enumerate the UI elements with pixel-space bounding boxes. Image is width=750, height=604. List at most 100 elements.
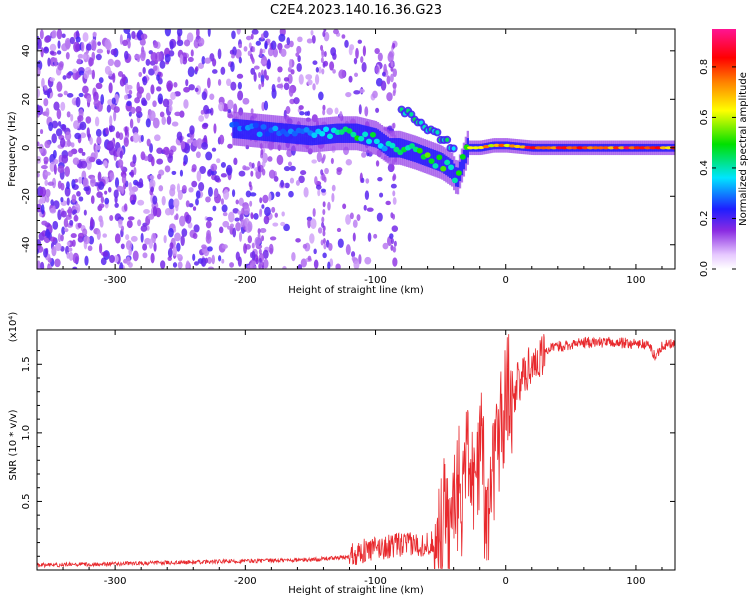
noise-blob [248, 42, 252, 49]
noise-blob [277, 66, 283, 73]
noise-blob [152, 65, 158, 72]
noise-blob [270, 40, 277, 51]
noise-blob [87, 69, 93, 75]
noise-blob [71, 194, 77, 204]
noise-blob [133, 166, 137, 176]
signal-blob [416, 147, 423, 154]
noise-blob [128, 111, 132, 117]
noise-blob [187, 222, 193, 229]
noise-blob [74, 132, 82, 140]
noise-blob [375, 107, 380, 113]
signal-blob [576, 146, 584, 150]
noise-blob [194, 87, 199, 92]
noise-blob [213, 123, 217, 134]
noise-blob [322, 238, 326, 245]
noise-blob [83, 235, 91, 245]
noise-blob [107, 187, 112, 193]
snr-xtick-label: -100 [364, 576, 387, 587]
signal-band [372, 127, 376, 148]
noise-blob [99, 218, 104, 228]
signal-blob [350, 131, 357, 138]
noise-blob [104, 65, 111, 75]
noise-blob [321, 221, 325, 228]
noise-blob [171, 121, 179, 127]
noise-blob [249, 264, 253, 269]
signal-blob [369, 131, 376, 138]
noise-blob [51, 30, 57, 39]
noise-blob [176, 253, 183, 259]
noise-blob [185, 214, 192, 224]
signal-band [251, 120, 255, 140]
noise-blob [252, 46, 256, 53]
noise-blob [140, 151, 146, 161]
noise-blob [236, 29, 241, 35]
noise-blob [55, 128, 63, 137]
noise-blob [150, 84, 155, 95]
signal-blob [654, 146, 662, 150]
signal-blob [346, 128, 353, 134]
signal-band [429, 148, 432, 168]
noise-blob [255, 40, 262, 46]
signal-blob [498, 143, 506, 147]
noise-blob [289, 165, 296, 172]
noise-blob [260, 59, 267, 65]
noise-blob [79, 132, 87, 139]
signal-blob [233, 121, 240, 128]
noise-blob [352, 232, 356, 242]
noise-blob [117, 70, 124, 78]
noise-blob [213, 189, 219, 198]
noise-blob [348, 75, 353, 83]
noise-blob [311, 34, 316, 44]
noise-blob [383, 63, 387, 75]
noise-blob [109, 115, 113, 127]
noise-blob [70, 142, 75, 148]
noise-blob [136, 55, 140, 63]
signal-blob [550, 146, 558, 150]
noise-blob [373, 233, 378, 239]
noise-blob [185, 79, 189, 87]
noise-blob [40, 261, 45, 269]
noise-blob [207, 169, 212, 177]
noise-blob [236, 73, 244, 79]
noise-blob [289, 177, 295, 184]
noise-blob [157, 173, 162, 180]
signal-blob [264, 131, 271, 137]
noise-blob [72, 252, 80, 264]
noise-blob [142, 252, 148, 259]
noise-blob [169, 187, 176, 197]
signal-blob [326, 133, 333, 140]
noise-blob [152, 117, 160, 129]
noise-blob [265, 75, 269, 81]
noise-blob [320, 188, 326, 193]
noise-blob [231, 189, 236, 198]
noise-blob [263, 215, 270, 225]
noise-blob [313, 259, 319, 269]
noise-blob [108, 82, 113, 94]
noise-blob [44, 140, 51, 149]
noise-blob [259, 197, 263, 204]
noise-blob [345, 91, 352, 98]
noise-blob [137, 219, 142, 227]
noise-blob [78, 196, 84, 202]
noise-blob [309, 233, 315, 244]
noise-blob [125, 240, 132, 251]
noise-blob [272, 222, 279, 227]
noise-blob [258, 71, 262, 78]
noise-blob [259, 50, 263, 57]
noise-blob [120, 186, 125, 194]
noise-blob [37, 105, 44, 116]
noise-blob [172, 245, 177, 257]
noise-blob [210, 107, 214, 116]
noise-blob [98, 203, 105, 209]
snr-xtick-label: -200 [234, 576, 257, 587]
noise-blob [240, 219, 245, 228]
noise-blob [130, 169, 135, 178]
noise-blob [168, 227, 174, 238]
noise-blob [381, 71, 386, 77]
signal-band [306, 125, 309, 145]
noise-blob [209, 93, 215, 100]
noise-blob [171, 170, 177, 175]
noise-blob [318, 66, 322, 74]
signal-blob [633, 146, 641, 150]
noise-blob [161, 195, 166, 206]
